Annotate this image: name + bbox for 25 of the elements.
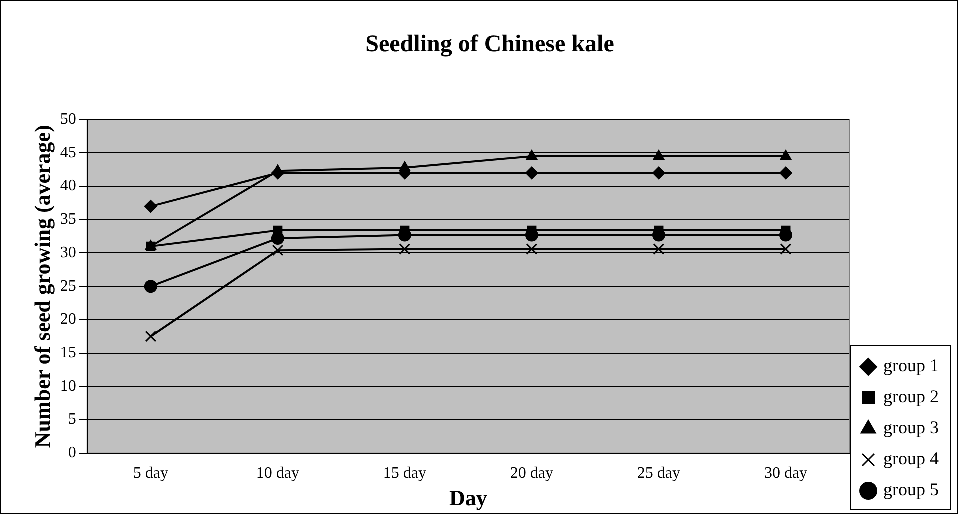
y-tick-label: 40 (60, 178, 76, 195)
chart-title: Seedling of Chinese kale (366, 32, 615, 58)
y-tick-label: 35 (60, 211, 76, 228)
x-tick-label: 30 day (764, 465, 808, 482)
legend-label: group 3 (884, 418, 940, 438)
y-axis-title: Number of seed growing (average) (30, 125, 55, 448)
y-tick-label: 5 (68, 411, 76, 428)
y-tick-label: 10 (60, 378, 76, 395)
legend-label: group 2 (884, 386, 940, 407)
y-tick-label: 45 (60, 144, 76, 162)
y-tick-label: 25 (60, 278, 76, 295)
y-tick-label: 0 (68, 444, 76, 462)
y-tick-label: 15 (60, 344, 76, 362)
x-tick-label: 15 day (383, 465, 426, 482)
legend-label: group 4 (884, 448, 940, 469)
x-tick-label: 10 day (256, 465, 300, 482)
x-axis-title: Day (450, 485, 488, 510)
y-tick-label: 20 (60, 311, 76, 328)
y-tick-label: 50 (60, 111, 76, 128)
x-tick-label: 20 day (510, 465, 554, 482)
x-tick-label: 25 day (637, 465, 681, 482)
x-tick-label: 5 day (133, 465, 168, 482)
legend-label: group 1 (884, 356, 940, 376)
y-tick-label: 30 (60, 244, 76, 262)
legend-label: group 5 (884, 480, 940, 500)
